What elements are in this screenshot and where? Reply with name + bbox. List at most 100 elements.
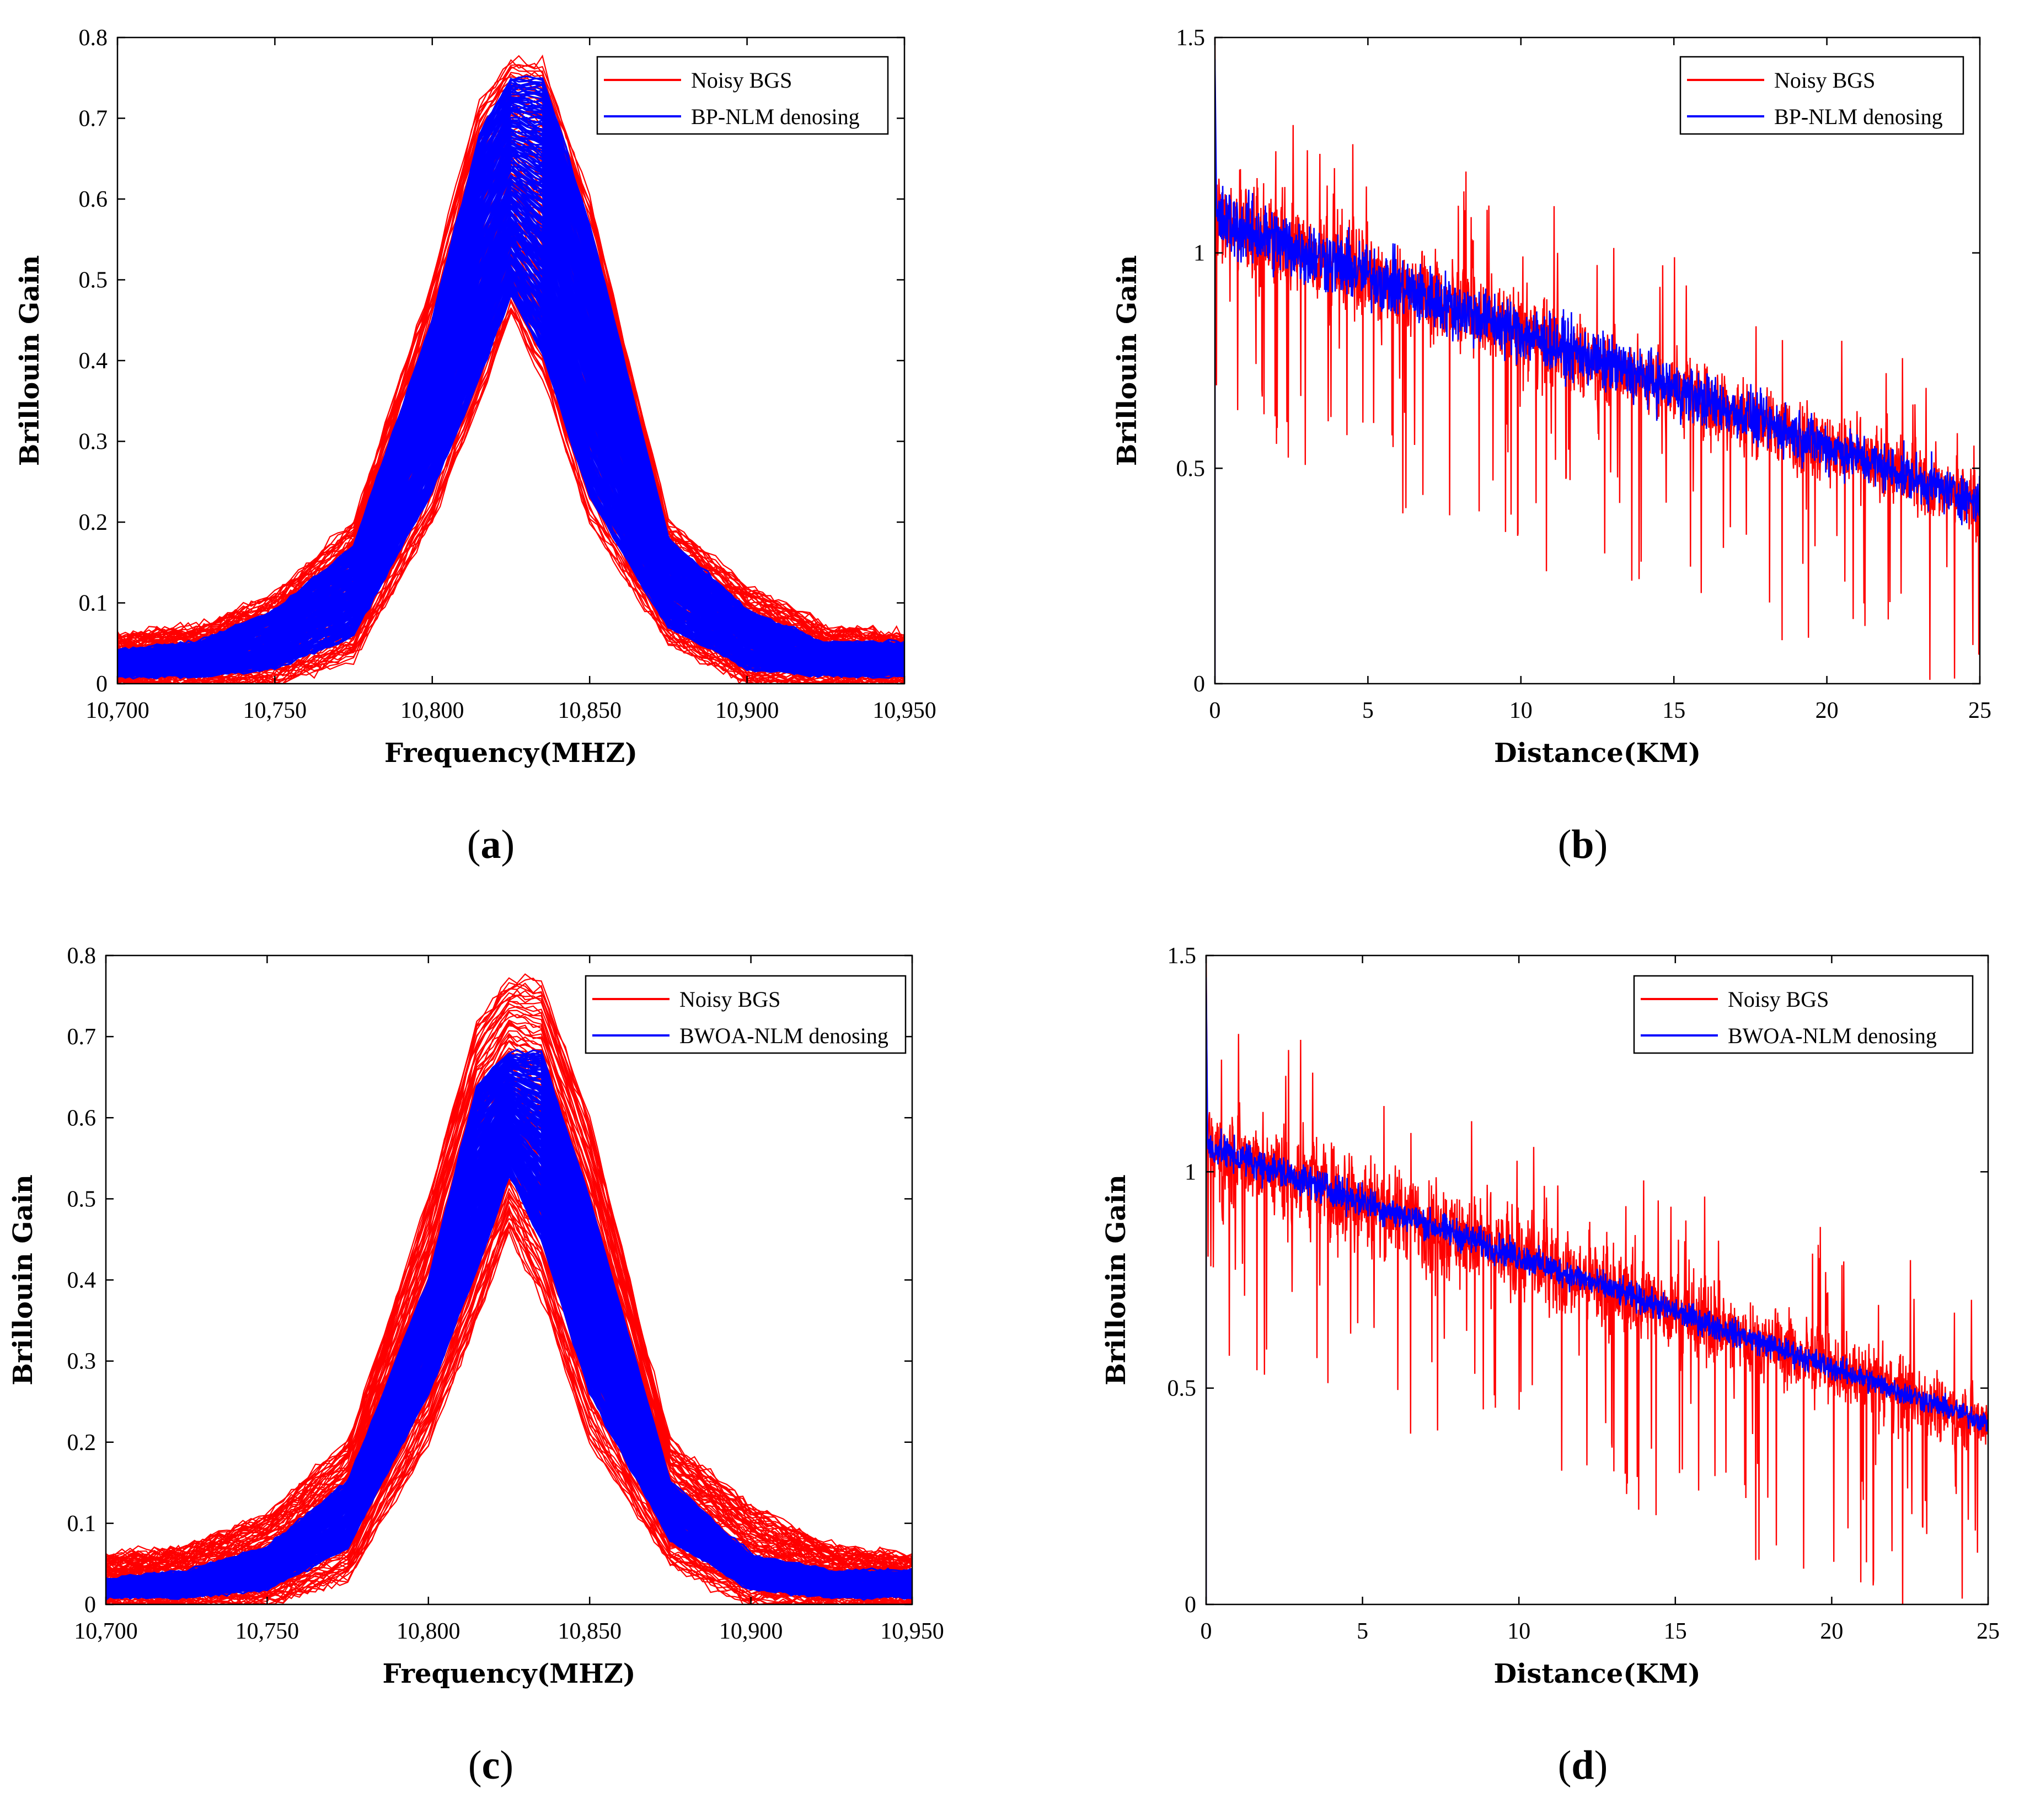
legend-box [1633,975,1974,1054]
x-tick-label: 10,800 [400,698,464,723]
x-tick-label: 10,950 [880,1619,944,1644]
y-tick-label: 0.2 [79,510,108,535]
y-tick-label: 0.7 [79,106,108,132]
legend-label: Noisy BGS [1728,987,1829,1012]
series-line [106,1200,912,1604]
series-line [106,1147,912,1597]
series-line [1215,59,1980,684]
series-line [117,66,904,642]
legend-label: Noisy BGS [691,68,792,93]
y-tick-label: 0.3 [79,430,108,455]
x-tick-label: 20 [1816,698,1839,723]
panel-label-b: (b) [1557,822,1608,867]
series-line [106,1049,912,1580]
y-tick-label: 0.7 [67,1024,97,1050]
y-tick-label: 0.8 [79,25,108,51]
series-line [1206,977,1988,1604]
series-line [106,1112,912,1592]
series-line [117,73,904,645]
panel-label-a: (a) [467,822,515,867]
panel-label-d: (d) [1557,1743,1608,1788]
legend-box [585,975,907,1054]
series-line [1206,955,1988,1604]
y-axis-label: Brillouin Gain [14,255,45,466]
legend: Noisy BGS BWOA-NLM denosing [585,975,907,1054]
series-line [106,1115,912,1590]
y-axis-label: Brillouin Gain [1101,1174,1132,1386]
y-tick-label: 0.3 [67,1349,97,1375]
x-tick-label: 20 [1820,1619,1843,1644]
series-line [117,230,904,673]
series-line [117,229,904,673]
series-line [106,1050,912,1572]
y-tick-label: 0.5 [67,1187,97,1212]
x-tick-label: 10,700 [85,698,149,723]
x-tick-label: 0 [1209,698,1221,723]
x-tick-label: 5 [1362,698,1374,723]
series-line [106,978,912,1561]
legend: Noisy BGS BP-NLM denosing [596,56,889,135]
legend-box [596,56,889,135]
y-tick-label: 0.1 [67,1511,97,1537]
y-tick-label: 0.2 [67,1430,97,1456]
y-tick-label: 1.5 [1176,25,1206,51]
series-line [106,1050,912,1582]
y-tick-label: 0 [1193,672,1205,697]
x-axis-label: Distance(KM) [1493,1658,1700,1689]
series-line [106,1148,912,1596]
y-tick-label: 0.6 [67,1105,97,1131]
legend-label: BP-NLM denosing [691,104,860,129]
plot-area [117,54,904,684]
plot-area [1215,37,1980,684]
panel-label-c: (c) [468,1743,514,1788]
y-tick-label: 1.5 [1168,943,1197,969]
x-tick-label: 10 [1509,698,1533,723]
x-tick-label: 15 [1662,698,1685,723]
y-tick-label: 1 [1193,241,1205,266]
series-line [117,238,904,673]
x-tick-label: 10,900 [715,698,779,723]
legend-box [1679,56,1964,135]
chart-b: 0 5 10 15 20 25 0 0.5 1 1.5 Distance(KM) Brillouin … [1112,25,1991,769]
y-tick-label: 0 [1185,1592,1196,1618]
series-line [106,1154,912,1596]
y-tick-label: 0.6 [79,187,108,212]
series-line [106,1114,912,1592]
series-line [117,272,904,677]
series-line [106,1021,912,1571]
series-line [117,73,904,644]
series-line [106,1113,912,1592]
series-line [117,54,904,642]
y-axis-label: Brillouin Gain [1112,255,1143,466]
y-tick-label: 0 [84,1592,96,1618]
series-line [106,994,912,1566]
chart-d: 0 5 10 15 20 25 0 0.5 1 1.5 Distance(KM) Brillouin … [1101,943,2000,1689]
series-line [106,1119,912,1589]
x-tick-label: 10,950 [872,698,936,723]
legend-label: Noisy BGS [1774,68,1875,93]
y-tick-label: 0.4 [67,1268,97,1293]
x-tick-label: 10,750 [243,698,307,723]
axes-box [1214,36,1981,685]
legend: Noisy BGS BWOA-NLM denosing [1633,975,1974,1054]
x-tick-label: 10,800 [397,1619,460,1644]
series-line [106,1135,912,1592]
y-tick-label: 0.1 [79,591,108,616]
x-tick-label: 10,850 [558,698,622,723]
x-tick-label: 10,700 [74,1619,138,1644]
legend-label: BP-NLM denosing [1774,104,1943,129]
y-tick-label: 0.4 [79,348,108,374]
series-line [117,265,904,677]
legend-label: Noisy BGS [679,987,780,1012]
series-line [106,1223,912,1604]
x-tick-label: 25 [1977,1619,2000,1644]
series-denoised [106,1049,912,1601]
x-tick-label: 0 [1201,1619,1212,1644]
y-tick-label: 1 [1185,1159,1196,1185]
y-tick-label: 0.5 [79,268,108,293]
chart-c: 10,700 10,750 10,800 10,850 10,900 10,950 0 0.1… [8,943,944,1689]
x-tick-label: 25 [1968,698,1991,723]
y-tick-label: 0.5 [1176,456,1206,481]
legend-label: BWOA-NLM denosing [679,1023,888,1048]
